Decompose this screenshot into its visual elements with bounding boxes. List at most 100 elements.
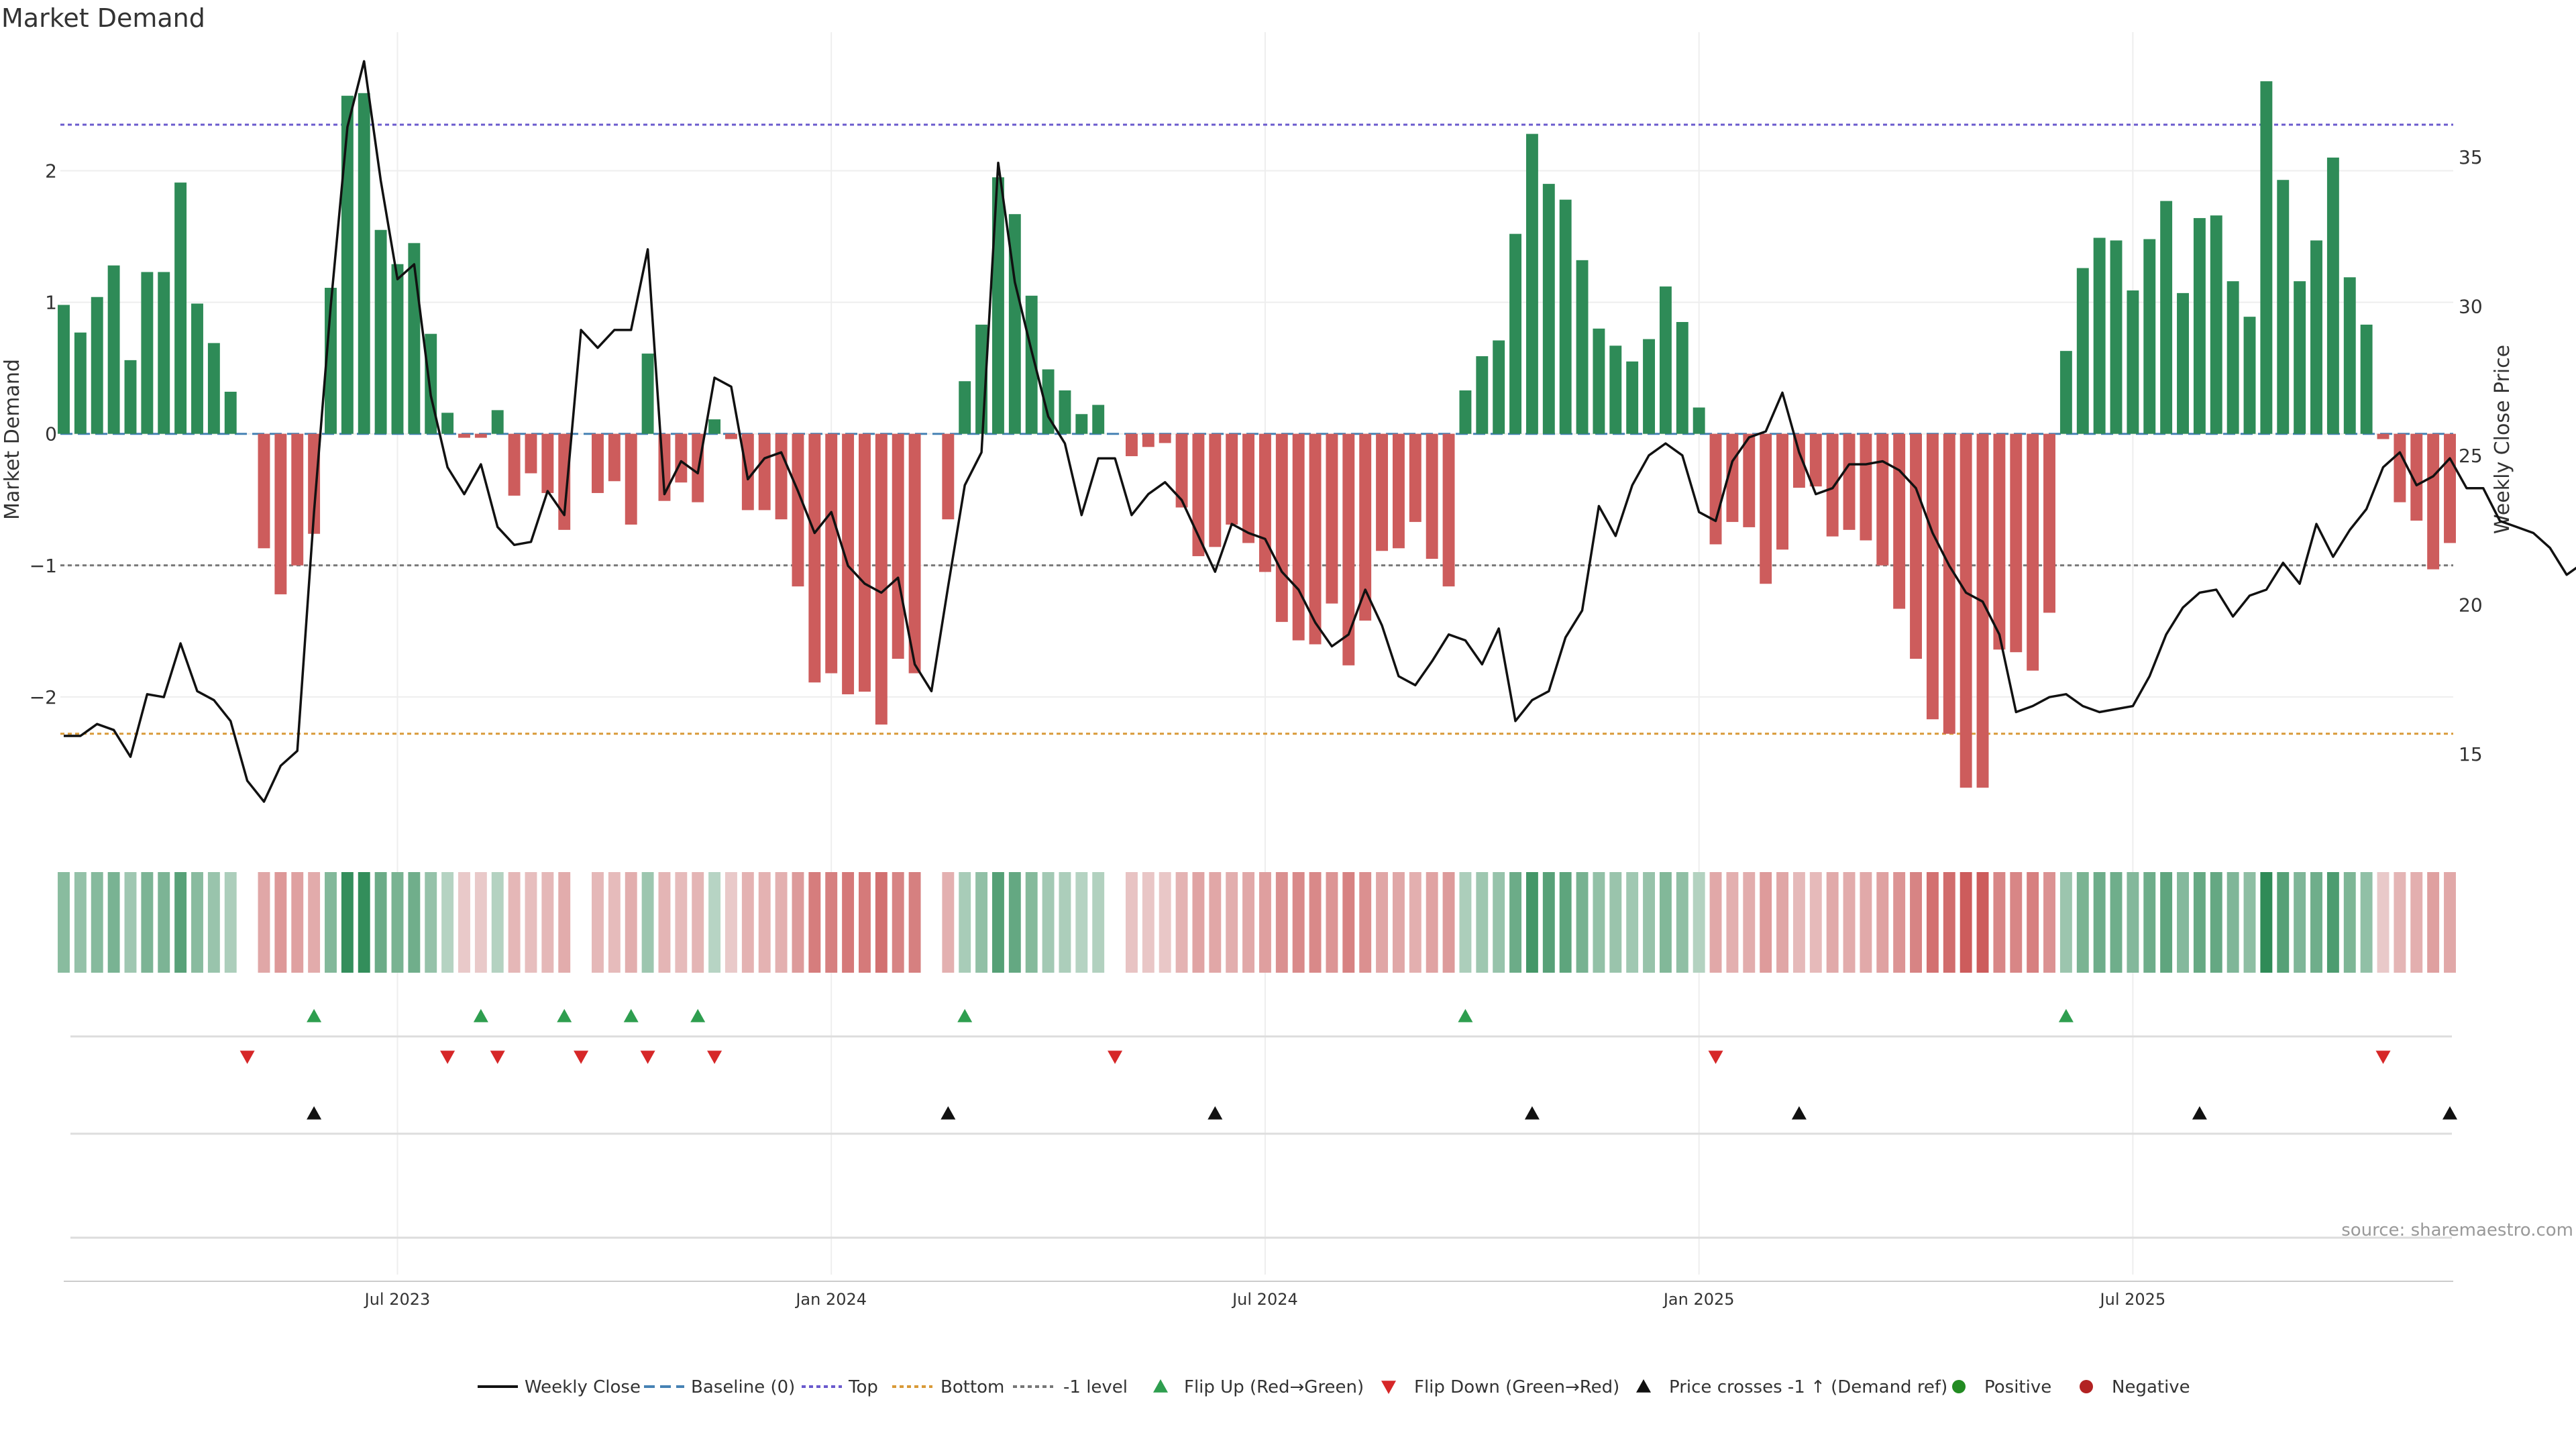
strip-cell-positive — [991, 872, 1004, 973]
demand-bar-negative — [1442, 433, 1455, 587]
demand-bar-negative — [908, 433, 921, 674]
strip-cell-positive — [2177, 872, 2189, 973]
legend-swatch-dot — [1952, 1380, 1966, 1393]
demand-bar-positive — [708, 419, 721, 434]
strip-cell-negative — [875, 872, 888, 973]
demand-bar-negative — [1792, 433, 1805, 488]
demand-bar-negative — [592, 433, 604, 493]
demand-bar-positive — [2360, 324, 2373, 434]
legend-label: Baseline (0) — [691, 1377, 795, 1397]
demand-bar-positive — [1476, 356, 1489, 434]
legend-swatch-up — [1153, 1379, 1168, 1393]
strip-cell-negative — [1776, 872, 1788, 973]
y-tick-right: 25 — [2459, 445, 2483, 467]
strip-cell-positive — [1643, 872, 1655, 973]
demand-bar-negative — [1275, 433, 1288, 623]
demand-bar-negative — [258, 433, 270, 549]
strip-cell-positive — [2127, 872, 2139, 973]
demand-bar-positive — [124, 360, 137, 434]
demand-bar-positive — [2226, 281, 2239, 434]
strip-cell-negative — [1976, 872, 1989, 973]
demand-bar-negative — [859, 433, 871, 692]
demand-bar-positive — [1676, 322, 1688, 434]
demand-bar-negative — [1342, 433, 1355, 665]
strip-cell-positive — [1542, 872, 1555, 973]
strip-cell-negative — [2394, 872, 2406, 973]
demand-bars — [58, 81, 2456, 788]
x-tick: Jul 2025 — [2099, 1290, 2166, 1309]
strip-cell-negative — [608, 872, 621, 973]
strip-cell-positive — [325, 872, 337, 973]
strip-cell-negative — [725, 872, 737, 973]
demand-bar-negative — [2444, 433, 2456, 543]
demand-bar-negative — [675, 433, 688, 483]
demand-bar-positive — [1075, 414, 1088, 434]
strip-cell-negative — [758, 872, 771, 973]
strip-cell-negative — [942, 872, 955, 973]
price-cross-marker — [1208, 1106, 1223, 1120]
strip-cell-positive — [1593, 872, 1605, 973]
demand-bar-positive — [1593, 328, 1605, 434]
strip-cell-negative — [1843, 872, 1856, 973]
demand-bar-negative — [1292, 433, 1305, 641]
demand-bar-negative — [1910, 433, 1922, 659]
strip-cell-positive — [1676, 872, 1688, 973]
demand-bar-negative — [1843, 433, 1856, 530]
demand-bar-negative — [308, 433, 321, 534]
x-tick: Jul 2023 — [364, 1290, 431, 1309]
demand-bar-negative — [1826, 433, 1839, 537]
strip-cell-positive — [1659, 872, 1672, 973]
demand-bar-positive — [174, 182, 187, 434]
demand-bar-positive — [991, 177, 1004, 434]
demand-bar-positive — [1042, 369, 1055, 434]
flip-down-marker — [490, 1051, 505, 1064]
demand-bar-positive — [2326, 157, 2339, 434]
strip-cell-negative — [1792, 872, 1805, 973]
strip-cell-negative — [2427, 872, 2440, 973]
strip-cell-positive — [1025, 872, 1038, 973]
strip-cell-positive — [2277, 872, 2290, 973]
demand-bar-positive — [2277, 180, 2290, 434]
strip-cell-positive — [2243, 872, 2256, 973]
strip-cell-negative — [458, 872, 470, 973]
strip-cell-positive — [959, 872, 971, 973]
strip-cell-positive — [2193, 872, 2206, 973]
demand-bar-positive — [1626, 361, 1639, 434]
demand-bar-negative — [2427, 433, 2440, 570]
demand-bar-positive — [107, 265, 120, 434]
demand-bar-positive — [2093, 237, 2106, 434]
demand-bar-positive — [959, 381, 971, 434]
strip-cell-negative — [1258, 872, 1271, 973]
price-cross-marker — [941, 1106, 956, 1120]
flip-up-marker — [473, 1009, 488, 1022]
demand-bar-positive — [491, 410, 504, 434]
demand-bar-positive — [325, 288, 337, 434]
y-tick-left: −2 — [30, 686, 57, 708]
strip-cell-positive — [708, 872, 721, 973]
strip-cell-positive — [1559, 872, 1572, 973]
strip-cell-negative — [258, 872, 270, 973]
demand-bar-positive — [1525, 133, 1538, 434]
legend-label: Flip Up (Red→Green) — [1184, 1377, 1364, 1397]
legend-label: Negative — [2112, 1377, 2190, 1397]
demand-bar-positive — [1509, 233, 1522, 434]
strip-cell-negative — [508, 872, 521, 973]
price-cross-marker — [1524, 1106, 1540, 1120]
y-tick-left: 1 — [45, 292, 57, 314]
legend-label: Positive — [1984, 1377, 2051, 1397]
strip-cell-negative — [692, 872, 704, 973]
demand-bar-positive — [641, 354, 654, 434]
demand-bar-negative — [741, 433, 754, 511]
demand-bar-positive — [2076, 268, 2089, 434]
strip-cell-negative — [541, 872, 554, 973]
strip-cell-negative — [658, 872, 671, 973]
strip-cell-negative — [1292, 872, 1305, 973]
demand-bar-negative — [2027, 433, 2039, 671]
y-tick-right: 30 — [2459, 295, 2483, 317]
strip-cell-negative — [1125, 872, 1138, 973]
demand-bar-negative — [525, 433, 537, 474]
demand-bar-negative — [558, 433, 571, 530]
y-tick-left: 2 — [45, 160, 57, 182]
strip-cell-positive — [641, 872, 654, 973]
demand-bar-negative — [625, 433, 637, 525]
